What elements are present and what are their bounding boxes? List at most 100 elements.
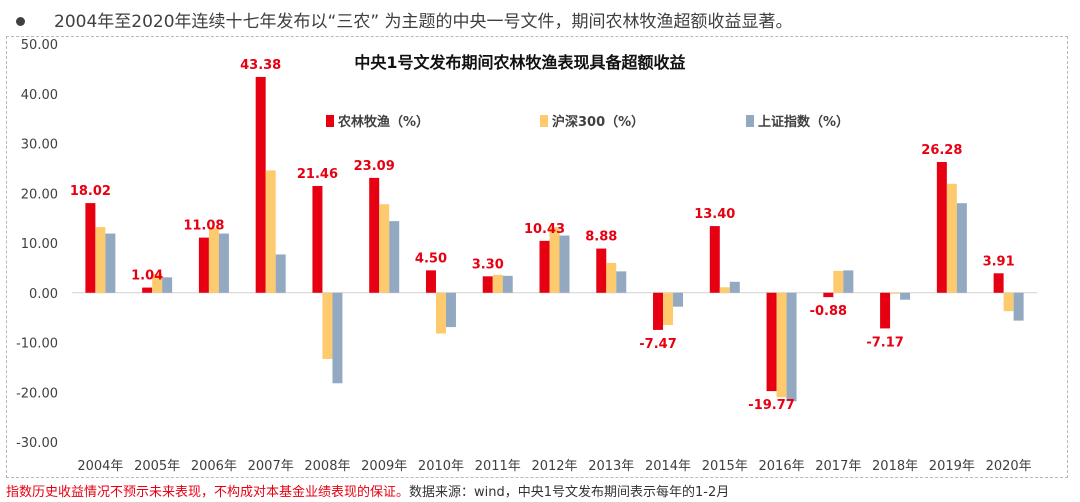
x-tick-label: 2017年 — [815, 459, 861, 474]
y-tick-label: 50.00 — [21, 38, 58, 53]
bar-series-2 — [776, 292, 787, 398]
x-tick-label: 2012年 — [531, 459, 577, 474]
bar-series-1 — [539, 240, 550, 293]
x-tick-label: 2020年 — [986, 459, 1032, 474]
bar-series-1 — [596, 248, 607, 293]
x-tick-label: 2013年 — [588, 459, 634, 474]
data-label: 43.38 — [240, 58, 281, 73]
bar-series-2 — [95, 227, 106, 293]
y-tick-label: -30.00 — [16, 436, 58, 451]
x-tick-label: 2008年 — [304, 459, 350, 474]
data-label: 26.28 — [921, 143, 962, 158]
bar-series-1 — [936, 162, 947, 293]
bar-series-3 — [956, 203, 967, 293]
x-tick-label: 2007年 — [248, 459, 294, 474]
bar-series-1 — [880, 292, 891, 329]
chart-frame — [6, 36, 1068, 478]
bar-series-3 — [105, 233, 116, 293]
x-tick-label: 2009年 — [361, 459, 407, 474]
bar-series-2 — [152, 273, 163, 293]
bar-series-1 — [142, 287, 153, 293]
bar-chart: 中央1号文发布期间农林牧渔表现具备超额收益 50.00 40.00 30.00 20.0… — [16, 38, 1037, 474]
data-label: 13.40 — [694, 207, 735, 222]
bar-series-1 — [709, 226, 720, 293]
data-label: 21.46 — [297, 167, 338, 182]
bar-series-2 — [719, 287, 730, 293]
bar-series-3 — [332, 292, 343, 384]
x-tick-label: 2011年 — [475, 459, 521, 474]
bar-series-2 — [663, 292, 674, 326]
bullet-icon — [16, 17, 25, 26]
chart-title: 中央1号文发布期间农林牧渔表现具备超额收益 — [354, 53, 685, 72]
y-tick-label: 0.00 — [29, 287, 58, 302]
y-tick-label: 10.00 — [21, 237, 58, 252]
bar-series-2 — [379, 204, 390, 293]
bar-series-1 — [85, 203, 96, 293]
data-label: -0.88 — [810, 304, 847, 319]
data-label: 3.30 — [472, 257, 504, 272]
bar-series-3 — [559, 235, 570, 293]
bar-series-2 — [208, 228, 219, 293]
bar-series-2 — [435, 292, 446, 334]
y-tick-label: 40.00 — [21, 88, 58, 103]
data-label: -7.17 — [866, 335, 903, 350]
source-text: 数据来源：wind，中央1号文发布期间表示每年的1-2月 — [409, 485, 730, 500]
bar-series-1 — [312, 185, 323, 293]
data-label: 3.91 — [983, 254, 1015, 269]
bar-series-2 — [265, 170, 276, 293]
bar-series-1 — [653, 292, 664, 330]
bar-series-1 — [425, 270, 436, 293]
x-tick-label: 2014年 — [645, 459, 691, 474]
bar-series-3 — [218, 233, 229, 293]
bar-series-1 — [482, 276, 493, 293]
data-label: 1.04 — [131, 269, 163, 284]
bar-series-1 — [766, 292, 777, 392]
data-label: 8.88 — [585, 230, 617, 245]
data-label: 11.08 — [183, 219, 224, 234]
page-heading: 2004年至2020年连续十七年发布以“三农” 为主题的中央一号文件，期间农林牧… — [0, 0, 1080, 36]
data-label: 10.43 — [524, 222, 565, 237]
x-tick-label: 2018年 — [872, 459, 918, 474]
bar-series-2 — [833, 270, 844, 293]
x-tick-label: 2005年 — [134, 459, 180, 474]
bar-series-3 — [616, 271, 627, 293]
bar-series-2 — [890, 292, 901, 294]
bar-series-3 — [900, 292, 911, 300]
data-label: 18.02 — [70, 184, 111, 199]
legend-swatch-3 — [746, 115, 754, 127]
bar-series-3 — [786, 292, 797, 402]
bar-series-2 — [492, 274, 503, 293]
x-tick-label: 2016年 — [759, 459, 805, 474]
legend-label: 上证指数（%） — [758, 114, 849, 130]
bar-series-1 — [993, 273, 1004, 293]
bar-series-1 — [198, 237, 209, 293]
legend-label: 农林牧渔（%） — [337, 114, 429, 130]
bar-series-1 — [823, 292, 834, 298]
bar-series-3 — [729, 281, 740, 293]
bar-series-3 — [275, 254, 286, 293]
bar-series-2 — [322, 292, 333, 359]
y-tick-label: 30.00 — [21, 138, 58, 153]
bar-series-2 — [1003, 292, 1014, 312]
bar-series-3 — [389, 221, 400, 293]
bar-series-3 — [162, 277, 173, 293]
bar-series-3 — [843, 270, 854, 293]
x-tick-label: 2010年 — [418, 459, 464, 474]
legend-label: 沪深300（%） — [552, 114, 644, 130]
bar-series-2 — [549, 227, 560, 293]
bar-series-3 — [445, 292, 456, 328]
data-label: 23.09 — [354, 159, 395, 174]
legend-swatch-1 — [326, 115, 334, 127]
x-tick-label: 2019年 — [929, 459, 975, 474]
x-tick-label: 2006年 — [191, 459, 237, 474]
legend-swatch-2 — [540, 115, 548, 127]
bar-series-3 — [1013, 292, 1024, 321]
bar-series-2 — [606, 262, 617, 293]
x-tick-label: 2015年 — [702, 459, 748, 474]
bar-series-1 — [369, 177, 380, 293]
data-label: -7.47 — [639, 337, 676, 352]
footer-note: 指数历史收益情况不预示未来表现，不构成对本基金业绩表现的保证。数据来源：wind… — [6, 481, 729, 500]
data-label: -19.77 — [748, 398, 795, 413]
bar-series-3 — [673, 292, 684, 307]
bar-series-1 — [255, 76, 266, 293]
